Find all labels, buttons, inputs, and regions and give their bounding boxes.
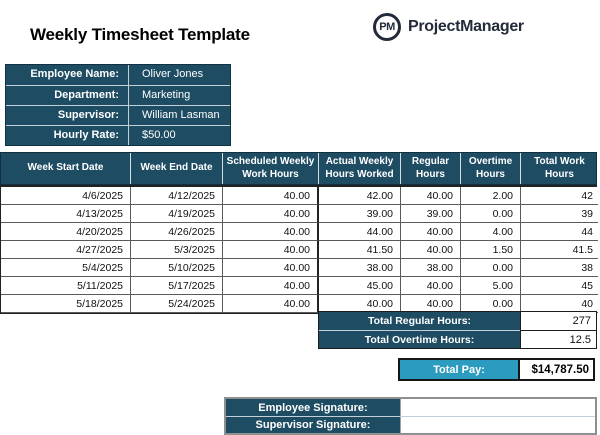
column-header: Actual Weekly Hours Worked xyxy=(319,153,401,184)
totals-block: Total Regular Hours: 277 Total Overtime … xyxy=(318,311,597,349)
supervisor-signature-field[interactable] xyxy=(400,417,595,433)
table-cell[interactable]: 5/18/2025 xyxy=(1,295,131,313)
table-cell[interactable]: 44 xyxy=(521,223,598,241)
table-cell[interactable]: 40.00 xyxy=(401,277,461,295)
column-header: Regular Hours xyxy=(401,153,461,184)
employee-info-value[interactable]: Marketing xyxy=(128,86,230,105)
total-overtime-row: Total Overtime Hours: 12.5 xyxy=(319,330,596,348)
employee-info-label: Department: xyxy=(6,86,128,105)
table-cell[interactable]: 4/19/2025 xyxy=(131,205,223,223)
table-cell[interactable]: 40.00 xyxy=(223,295,319,313)
total-regular-value[interactable]: 277 xyxy=(520,312,596,330)
table-cell[interactable]: 39.00 xyxy=(319,205,401,223)
table-cell[interactable]: 40.00 xyxy=(401,223,461,241)
timesheet-header-row: Week Start Date Week End Date Scheduled We… xyxy=(0,152,597,185)
employee-info-row: Employee Name: Oliver Jones xyxy=(6,65,230,85)
table-cell[interactable]: 4/20/2025 xyxy=(1,223,131,241)
table-cell[interactable]: 38 xyxy=(521,259,598,277)
total-pay-value[interactable]: $14,787.50 xyxy=(518,360,593,379)
table-cell[interactable]: 5/10/2025 xyxy=(131,259,223,277)
table-cell[interactable]: 40.00 xyxy=(223,277,319,295)
brand-name: ProjectManager xyxy=(408,18,524,35)
employee-info-row: Hourly Rate: $50.00 xyxy=(6,125,230,145)
timesheet-body: 4/6/2025 4/12/2025 40.00 42.00 40.00 2.00 42 4/… xyxy=(0,185,598,314)
total-pay-label: Total Pay: xyxy=(400,360,518,379)
table-cell[interactable]: 5.00 xyxy=(461,277,521,295)
page-title: Weekly Timesheet Template xyxy=(30,25,250,44)
employee-info-row: Department: Marketing xyxy=(6,85,230,105)
table-cell[interactable]: 39.00 xyxy=(401,205,461,223)
table-cell[interactable]: 44.00 xyxy=(319,223,401,241)
table-cell[interactable]: 5/4/2025 xyxy=(1,259,131,277)
total-regular-label: Total Regular Hours: xyxy=(319,312,520,330)
table-cell[interactable]: 40.00 xyxy=(223,241,319,259)
table-cell[interactable]: 5/17/2025 xyxy=(131,277,223,295)
table-cell[interactable]: 45 xyxy=(521,277,598,295)
table-cell[interactable]: 40.00 xyxy=(223,205,319,223)
table-cell[interactable]: 42.00 xyxy=(319,187,401,205)
supervisor-signature-label: Supervisor Signature: xyxy=(226,417,400,433)
table-cell[interactable]: 4/26/2025 xyxy=(131,223,223,241)
table-cell[interactable]: 4/27/2025 xyxy=(1,241,131,259)
table-cell[interactable]: 0.00 xyxy=(461,259,521,277)
table-cell[interactable]: 38.00 xyxy=(401,259,461,277)
total-regular-row: Total Regular Hours: 277 xyxy=(319,312,596,330)
table-cell[interactable]: 42 xyxy=(521,187,598,205)
pm-logo-icon: PM xyxy=(373,13,401,41)
total-overtime-value[interactable]: 12.5 xyxy=(520,330,596,348)
employee-info-label: Employee Name: xyxy=(6,65,128,85)
brand: PM ProjectManager xyxy=(373,13,524,41)
table-cell[interactable]: 40.00 xyxy=(223,259,319,277)
employee-info-value[interactable]: $50.00 xyxy=(128,126,230,145)
table-cell[interactable]: 38.00 xyxy=(319,259,401,277)
table-cell[interactable]: 5/3/2025 xyxy=(131,241,223,259)
column-header: Overtime Hours xyxy=(461,153,521,184)
table-cell[interactable]: 40.00 xyxy=(223,223,319,241)
employee-info-label: Supervisor: xyxy=(6,106,128,125)
table-cell[interactable]: 39 xyxy=(521,205,598,223)
table-cell[interactable]: 40.00 xyxy=(223,187,319,205)
table-cell[interactable]: 1.50 xyxy=(461,241,521,259)
total-pay-row: Total Pay: $14,787.50 xyxy=(398,358,595,381)
table-cell[interactable]: 41.50 xyxy=(319,241,401,259)
signature-block: Employee Signature: Supervisor Signature… xyxy=(224,397,597,435)
employee-info-block: Employee Name: Oliver Jones Department: Mar… xyxy=(5,64,231,146)
table-cell[interactable]: 40.00 xyxy=(401,187,461,205)
table-cell[interactable]: 40.00 xyxy=(401,241,461,259)
table-cell[interactable]: 2.00 xyxy=(461,187,521,205)
column-header: Total Work Hours xyxy=(534,156,585,180)
column-header: Scheduled Weekly Work Hours xyxy=(223,153,319,184)
employee-signature-row: Employee Signature: xyxy=(226,399,595,416)
employee-info-value[interactable]: William Lasman xyxy=(128,106,230,125)
column-header: Week End Date xyxy=(131,153,223,184)
table-cell[interactable]: 0.00 xyxy=(461,205,521,223)
table-cell[interactable]: 45.00 xyxy=(319,277,401,295)
employee-signature-field[interactable] xyxy=(400,399,595,416)
table-cell[interactable]: 5/24/2025 xyxy=(131,295,223,313)
table-cell[interactable]: 5/11/2025 xyxy=(1,277,131,295)
employee-info-row: Supervisor: William Lasman xyxy=(6,105,230,125)
table-cell[interactable]: 4/12/2025 xyxy=(131,187,223,205)
table-cell[interactable]: 4/13/2025 xyxy=(1,205,131,223)
employee-info-value[interactable]: Oliver Jones xyxy=(128,65,230,85)
column-header: Week Start Date xyxy=(1,153,131,184)
timesheet-table: Week Start Date Week End Date Scheduled We… xyxy=(0,152,598,314)
total-overtime-label: Total Overtime Hours: xyxy=(319,330,520,348)
employee-info-label: Hourly Rate: xyxy=(6,126,128,145)
table-cell[interactable]: 4.00 xyxy=(461,223,521,241)
supervisor-signature-row: Supervisor Signature: xyxy=(226,416,595,433)
table-cell[interactable]: 4/6/2025 xyxy=(1,187,131,205)
pm-logo-text: PM xyxy=(379,21,395,33)
employee-signature-label: Employee Signature: xyxy=(226,399,400,416)
table-cell[interactable]: 41.5 xyxy=(521,241,598,259)
